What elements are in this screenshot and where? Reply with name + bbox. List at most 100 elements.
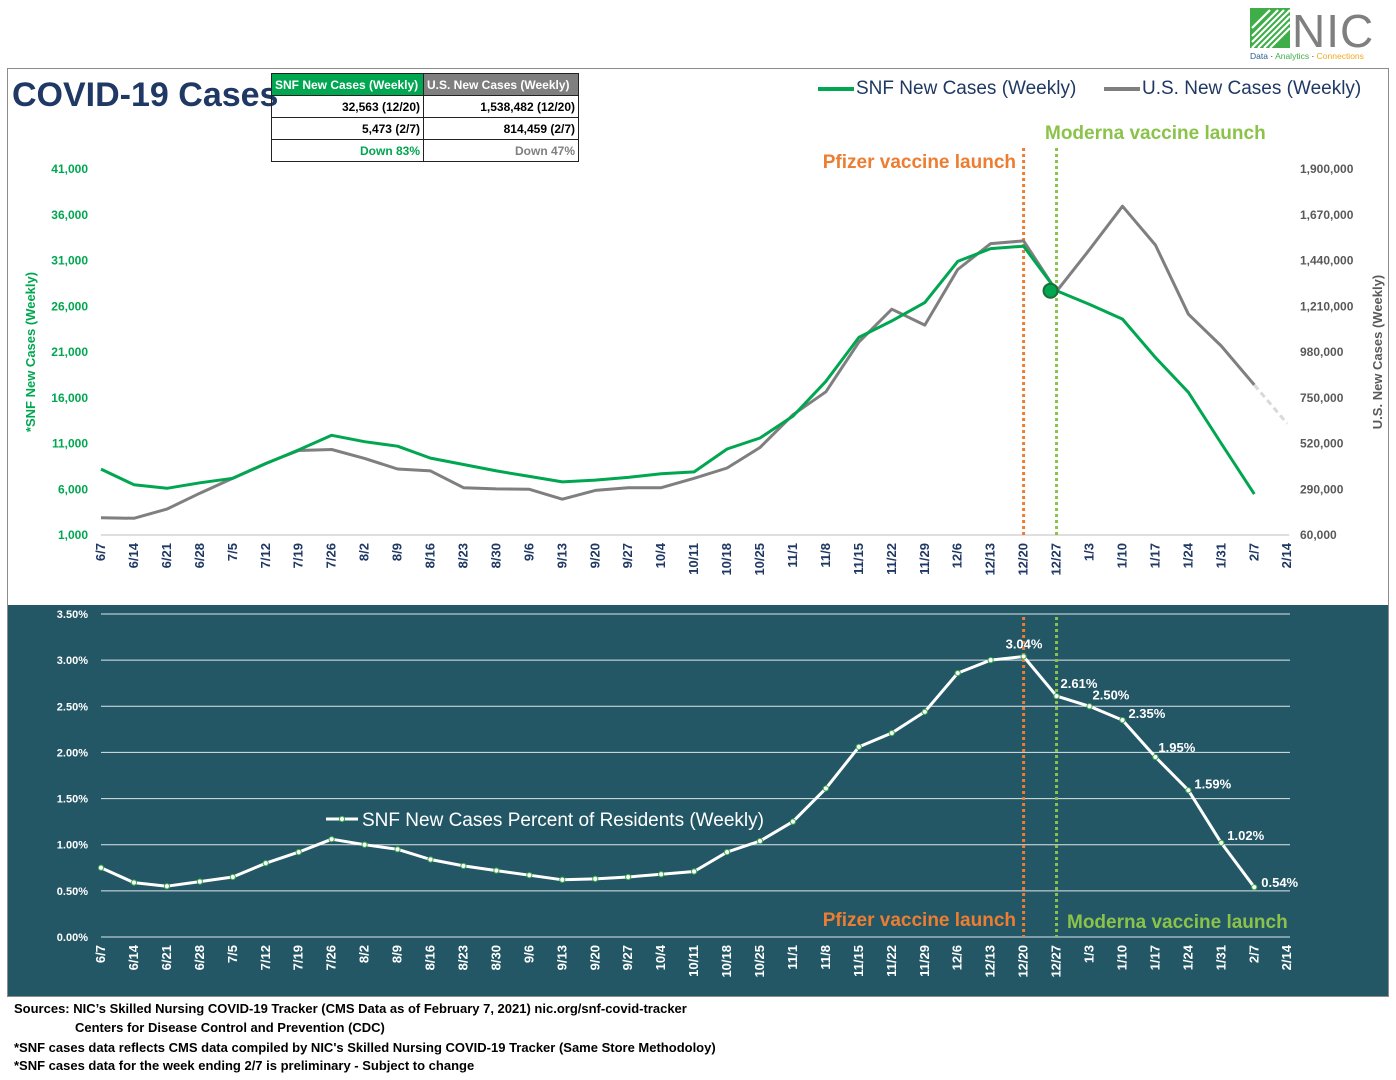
summary-cell: 1,538,482 (12/20)	[423, 95, 579, 118]
y-tick-label-left: 26,000	[51, 299, 88, 313]
footer-sources-cdc: Centers for Disease Control and Preventi…	[75, 1020, 385, 1035]
logo-text: NIC	[1292, 6, 1374, 57]
x-tick-label-top: 10/11	[686, 543, 701, 575]
x-tick-label-bottom: 7/19	[291, 945, 306, 970]
x-tick-label-top: 7/19	[291, 543, 306, 568]
legend-item-snf: SNF New Cases (Weekly)	[818, 78, 1076, 100]
x-tick-label-top: 8/30	[488, 543, 503, 568]
x-tick-label-top: 12/27	[1049, 543, 1064, 576]
snf-percent-point	[855, 743, 862, 750]
snf-percent-point	[526, 872, 533, 879]
x-tick-label-top: 8/23	[455, 543, 470, 568]
y-tick-label-left: 21,000	[51, 345, 88, 359]
legend-swatch-snf	[818, 86, 854, 91]
snf-percent-point	[196, 878, 203, 885]
snf-percent-point	[789, 818, 797, 825]
y-tick-label-left: 6,000	[58, 482, 88, 496]
x-tick-label-bottom: 11/8	[818, 945, 833, 970]
x-tick-label-top: 10/4	[653, 542, 668, 568]
y-tick-label-right: 750,000	[1300, 391, 1344, 405]
x-tick-label-bottom: 6/14	[126, 944, 141, 970]
y-tick-label-right: 980,000	[1300, 345, 1344, 359]
x-tick-label-top: 11/1	[785, 543, 800, 568]
bottom-chart-panel	[8, 605, 1388, 996]
snf-percent-point	[1053, 693, 1060, 700]
snf-percent-point	[493, 867, 500, 874]
snf-percent-point	[394, 846, 401, 853]
x-tick-label-top: 2/7	[1246, 543, 1261, 561]
snf-percent-point	[361, 841, 368, 848]
x-tick-label-bottom: 8/30	[488, 945, 503, 970]
y-tick-label-right: 290,000	[1300, 482, 1344, 496]
snf-percent-point	[559, 876, 566, 883]
y-tick-label-bottom: 0.00%	[57, 932, 88, 944]
x-tick-label-top: 8/16	[423, 543, 438, 568]
footer-sources: Sources: NIC’s Skilled Nursing COVID-19 …	[14, 1001, 687, 1016]
snf-percent-point	[460, 862, 467, 870]
summary-cell: Down 83%	[271, 139, 424, 162]
y-tick-label-left: 11,000	[52, 437, 88, 451]
footer-note-preliminary: *SNF cases data for the week ending 2/7 …	[14, 1058, 475, 1073]
x-tick-label-top: 10/25	[752, 543, 767, 576]
snf-percent-point	[658, 871, 665, 878]
snf-percent-point	[1020, 653, 1027, 660]
highlight-marker	[1042, 282, 1059, 299]
snf-percent-point	[427, 856, 434, 863]
snf-percent-point	[262, 860, 269, 867]
y-tick-label-right: 520,000	[1300, 437, 1344, 451]
x-tick-label-bottom: 10/4	[653, 944, 668, 970]
x-tick-label-bottom: 6/21	[159, 945, 174, 970]
snf-percent-point	[130, 879, 138, 886]
charts-canvas: 1,000 6,000 11,000 16,000 21,000 26,000 31,000…	[23, 123, 1385, 978]
x-tick-label-top: 7/12	[258, 543, 273, 568]
x-tick-label-bottom: 1/24	[1180, 944, 1195, 970]
snf-percent-point	[723, 848, 731, 856]
snf-percent-point	[592, 875, 599, 882]
moderna-launch-label-top: Moderna vaccine launch	[1045, 123, 1266, 144]
y-tick-label-right: 60,000	[1300, 528, 1337, 542]
x-tick-label-top: 9/27	[620, 543, 635, 568]
y-tick-label-right: 1,440,000	[1300, 254, 1354, 268]
x-tick-label-bottom: 12/6	[950, 945, 965, 970]
x-tick-label-top: 7/26	[324, 543, 339, 568]
x-tick-label-bottom: 11/22	[884, 945, 899, 977]
x-tick-label-top: 1/10	[1114, 543, 1129, 568]
y-tick-label-bottom: 1.50%	[57, 794, 88, 806]
x-tick-label-top: 12/6	[950, 543, 965, 568]
data-label: 1.95%	[1158, 740, 1195, 755]
logo-tagline: Data · Analytics · Connections	[1250, 51, 1364, 61]
footer-note-methodology: *SNF cases data reflects CMS data compil…	[14, 1040, 716, 1055]
summary-header-row: SNF New Cases (Weekly) U.S. New Cases (W…	[271, 73, 579, 96]
legend-label-percent: SNF New Cases Percent of Residents (Week…	[362, 810, 764, 831]
x-tick-label-bottom: 7/12	[258, 945, 273, 970]
y-tick-label-bottom: 0.50%	[57, 886, 88, 898]
x-tick-label-bottom: 2/7	[1246, 945, 1261, 963]
x-tick-label-bottom: 1/10	[1114, 945, 1129, 970]
snf-percent-point	[97, 864, 105, 871]
chart-frame	[7, 68, 1389, 997]
nic-logo: NIC	[1250, 6, 1374, 57]
y-tick-label-left: 31,000	[51, 254, 88, 268]
snf-percent-point	[1152, 753, 1159, 761]
snf-percent-point	[229, 873, 236, 881]
snf-percent-point	[1218, 839, 1225, 846]
snf-percent-point	[295, 848, 302, 856]
snf-percent-point	[328, 836, 335, 843]
y-tick-label-bottom: 1.00%	[57, 840, 88, 852]
x-tick-label-top: 11/15	[851, 543, 866, 575]
x-tick-label-top: 12/13	[983, 543, 998, 576]
snf-percent-point	[691, 868, 698, 875]
x-tick-label-bottom: 11/29	[917, 945, 932, 977]
x-tick-label-top: 6/21	[159, 543, 174, 568]
y-tick-label-left: 41,000	[51, 162, 88, 176]
y-tick-label-bottom: 3.50%	[57, 609, 88, 621]
x-tick-label-top: 6/28	[192, 543, 207, 568]
snf-percent-point	[888, 729, 895, 737]
x-tick-label-bottom: 1/17	[1147, 945, 1162, 970]
x-tick-label-bottom: 12/13	[983, 945, 998, 978]
x-tick-label-bottom: 9/13	[554, 945, 569, 970]
x-tick-label-top: 1/3	[1082, 543, 1097, 561]
snf-percent-point	[921, 708, 928, 715]
y-tick-label-right: 1,900,000	[1300, 162, 1354, 176]
x-tick-label-bottom: 12/20	[1016, 945, 1031, 978]
